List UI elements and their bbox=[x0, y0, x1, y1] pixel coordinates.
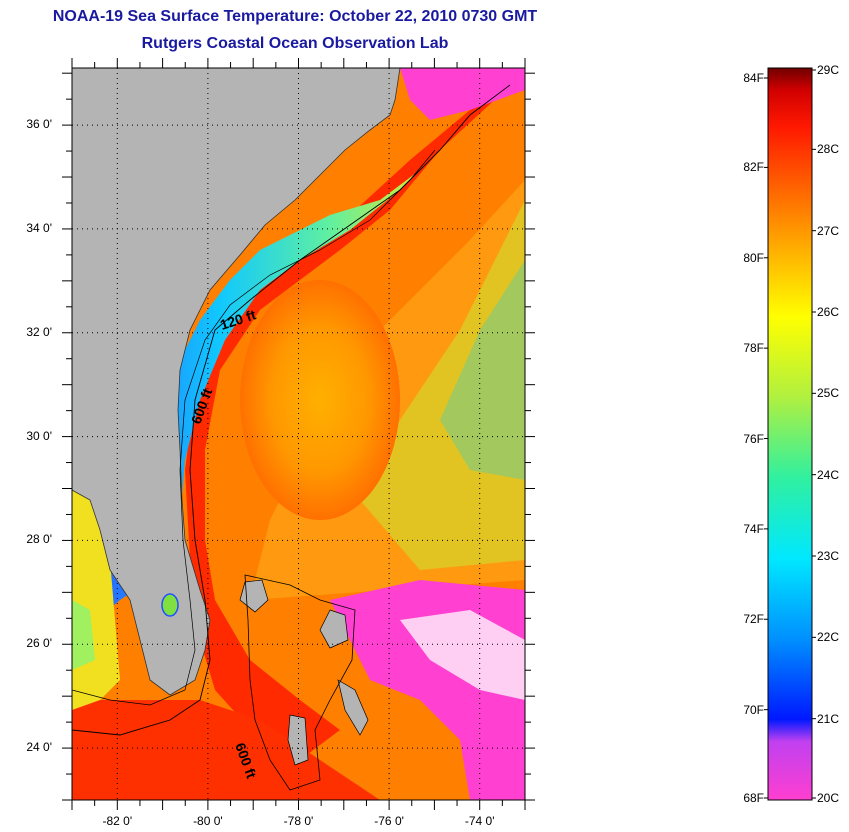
colorbar-fahrenheit-label: 74F bbox=[743, 521, 764, 536]
colorbar bbox=[767, 67, 813, 801]
colorbar-celsius-label: 26C bbox=[817, 305, 840, 319]
island-andros bbox=[287, 714, 309, 766]
island-eleuthera bbox=[337, 679, 369, 736]
map-subtitle: Rutgers Coastal Ocean Observation Lab bbox=[141, 35, 449, 52]
colorbar-celsius-label: 27C bbox=[817, 223, 840, 238]
colorbar-fahrenheit-label: 76F bbox=[743, 431, 764, 446]
latitude-label: 28 0' bbox=[26, 532, 52, 547]
colorbar-celsius-label: 28C bbox=[817, 142, 840, 157]
colorbar-celsius-label: 29C bbox=[817, 63, 840, 77]
cloud-white-southeast bbox=[400, 610, 525, 700]
colorbar-celsius-label: 20C bbox=[817, 791, 840, 805]
florida-straits bbox=[72, 700, 380, 800]
longitude-label: -78 0' bbox=[283, 814, 314, 828]
colorbar-fahrenheit-label: 84F bbox=[743, 71, 764, 85]
contour-120ft bbox=[72, 149, 436, 706]
colorbar-fahrenheit-label: 80F bbox=[743, 250, 764, 265]
latitude-label: 24 0' bbox=[26, 740, 52, 755]
longitude-label: -74 0' bbox=[464, 814, 495, 828]
colorbar-celsius-label: 24C bbox=[817, 467, 840, 482]
colorbar-celsius-label: 23C bbox=[817, 549, 840, 563]
bahamas-bank-contour bbox=[244, 574, 356, 791]
colorbar-celsius-label: 25C bbox=[817, 386, 840, 401]
longitude-label: -82 0' bbox=[102, 814, 133, 828]
central-eddy bbox=[240, 280, 400, 520]
cool-patch-east bbox=[360, 200, 525, 570]
cool-streaks bbox=[440, 260, 525, 480]
colorbar-fahrenheit-label: 78F bbox=[743, 341, 764, 356]
colorbar-fahrenheit-label: 68F bbox=[743, 791, 764, 805]
colorbar-fahrenheit-label: 70F bbox=[743, 702, 764, 717]
land-southeast-us bbox=[72, 68, 401, 696]
colorbar-fahrenheit-label: 72F bbox=[743, 612, 764, 627]
contour-600ft bbox=[72, 84, 511, 736]
longitude-label: -80 0' bbox=[193, 814, 223, 828]
latitude-label: 32 0' bbox=[26, 324, 52, 339]
colorbar-fahrenheit-label: 82F bbox=[743, 160, 764, 175]
cloud-mask-north bbox=[400, 68, 525, 120]
colorbar-ticks bbox=[764, 69, 816, 799]
axis-ticks bbox=[62, 58, 535, 810]
gulf-stream-band bbox=[185, 70, 525, 760]
island-abaco bbox=[319, 609, 349, 649]
colorbar-celsius-label: 21C bbox=[817, 711, 840, 726]
longitude-label: -76 0' bbox=[374, 814, 404, 828]
map-title: NOAA-19 Sea Surface Temperature: October… bbox=[52, 8, 538, 25]
latitude-label: 26 0' bbox=[26, 636, 52, 651]
graticule bbox=[72, 68, 525, 800]
latitude-label: 34 0' bbox=[26, 220, 52, 235]
latitude-label: 36 0' bbox=[26, 117, 52, 132]
lake-okeechobee bbox=[161, 593, 179, 617]
gulf-cool-patch bbox=[72, 600, 95, 670]
colorbar-celsius-label: 22C bbox=[817, 630, 840, 645]
latitude-label: 30 0' bbox=[26, 428, 52, 443]
